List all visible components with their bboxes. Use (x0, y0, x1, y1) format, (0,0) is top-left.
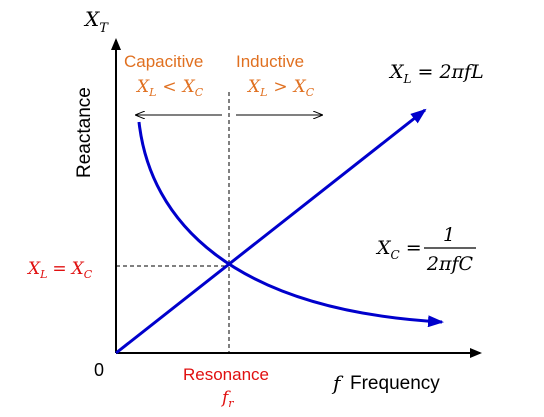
origin-label: 0 (94, 360, 104, 380)
xc-formula-denominator: 2πfC (426, 253, 474, 275)
inductive-condition: XL > XC (246, 77, 315, 99)
xc-curve (137, 121, 444, 328)
xc-formula-numerator: 1 (443, 224, 455, 246)
capacitive-label: Capacitive (124, 52, 203, 71)
xl-line (115, 108, 427, 355)
xc-formula-lhs: XC = (375, 237, 422, 262)
x-axis-name: Frequency (350, 373, 440, 394)
y-axis-symbol: XT (83, 7, 109, 36)
fr-label: fr (220, 388, 234, 410)
equality-label: XL = XC (26, 259, 93, 281)
inductive-label: Inductive (236, 52, 304, 71)
y-axis-name: Reactance (74, 87, 95, 178)
resonance-label: Resonance (183, 365, 269, 384)
capacitive-condition: XL < XC (135, 77, 204, 99)
xl-formula: XL = 2πfL (388, 61, 484, 86)
x-axis-symbol: f (331, 371, 344, 395)
